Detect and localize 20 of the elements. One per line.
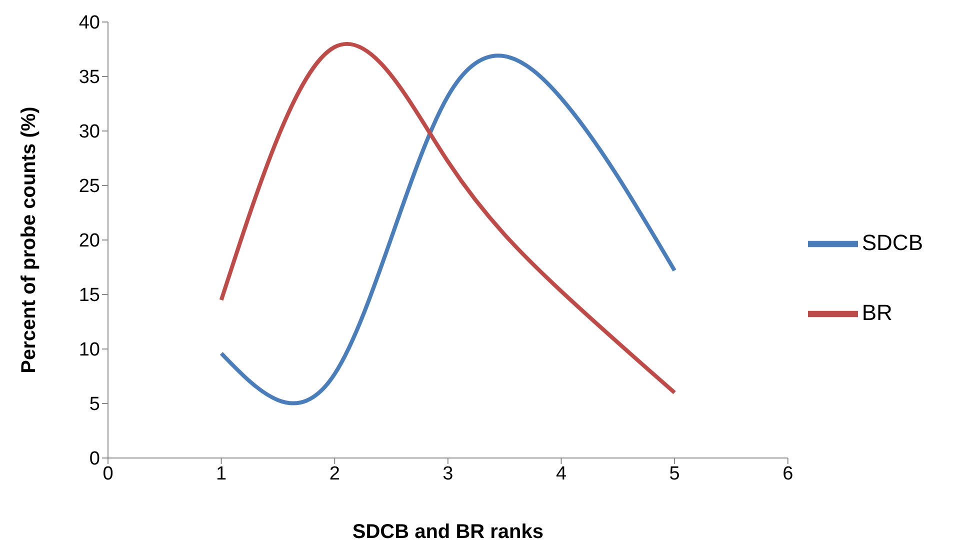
x-tick-label: 5 (669, 463, 680, 484)
y-tick-label: 15 (78, 285, 100, 306)
y-axis-title: Percent of probe counts (%) (18, 106, 40, 374)
y-tick-label: 25 (78, 176, 100, 198)
x-tick-label: 2 (329, 463, 340, 484)
y-tick-label: 5 (89, 394, 100, 416)
x-tick-label: 6 (782, 463, 794, 484)
x-tick-label: 3 (442, 463, 454, 484)
x-tick-label: 4 (556, 463, 567, 484)
x-tick-label: 0 (102, 463, 114, 484)
y-tick-label: 0 (89, 448, 100, 470)
legend-label: BR (862, 300, 892, 325)
legend-label: SDCB (862, 230, 923, 255)
y-tick-label: 10 (78, 340, 100, 361)
x-axis-title: SDCB and BR ranks (352, 521, 544, 543)
y-tick-label: 40 (78, 12, 100, 34)
y-tick-label: 35 (78, 67, 100, 88)
y-tick-label: 30 (78, 122, 100, 143)
x-tick-label: 1 (216, 463, 227, 484)
y-tick-label: 20 (78, 230, 100, 252)
